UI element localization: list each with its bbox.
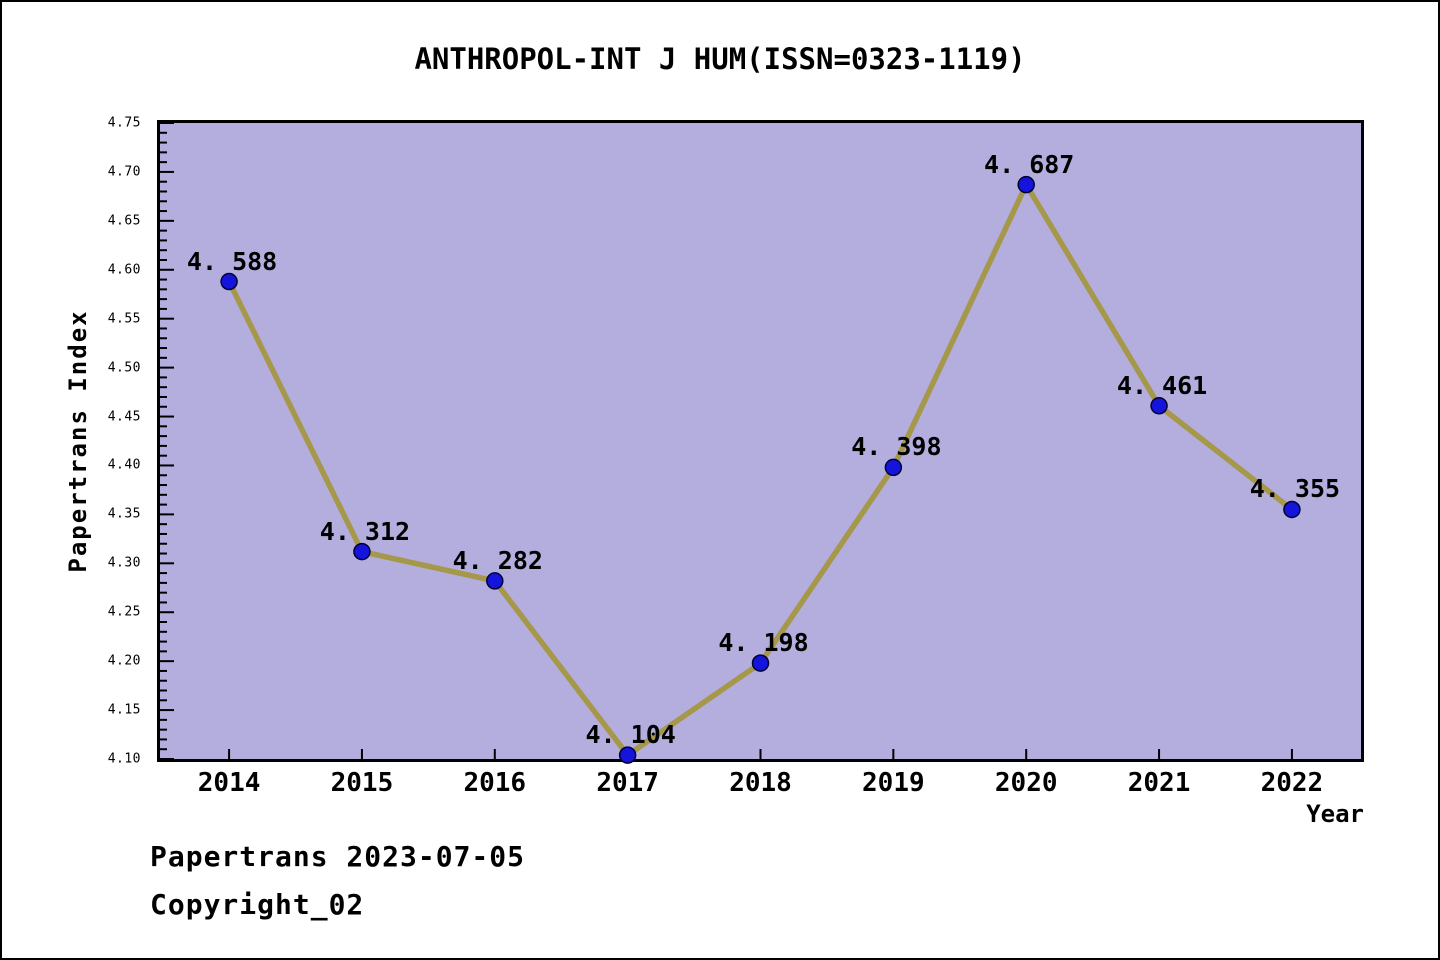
- y-tick-label: 4.45: [107, 409, 141, 425]
- y-tick-label: 4.65: [107, 213, 141, 229]
- x-tick-label: 2020: [994, 768, 1058, 798]
- data-point-label: 4. 588: [186, 246, 278, 276]
- data-point-marker: [353, 542, 371, 561]
- data-point-label: 4. 312: [319, 516, 411, 546]
- data-point-label: 4. 282: [452, 545, 543, 575]
- y-tick-label: 4.60: [107, 262, 141, 278]
- x-tick-label: 2014: [197, 768, 261, 798]
- data-point-marker: [1283, 500, 1301, 519]
- data-point-label: 4. 461: [1116, 370, 1208, 400]
- y-tick-label: 4.40: [107, 457, 141, 473]
- plot-area: 4. 588 4. 312 4. 282 4. 104 4. 198 4. 398 4. 6…: [157, 120, 1364, 764]
- y-tick-label: 4.30: [107, 555, 141, 571]
- footer-source-date: Papertrans 2023-07-05: [150, 840, 526, 873]
- data-point-label: 4. 687: [984, 149, 1075, 179]
- data-point-label: 4. 355: [1249, 474, 1341, 504]
- x-tick-label: 2015: [330, 768, 394, 798]
- footer-copyright: Copyright_02: [150, 888, 365, 921]
- y-tick-label: 4.15: [107, 702, 141, 718]
- data-point-label: 4. 398: [851, 432, 942, 462]
- y-tick-label: 4.55: [107, 311, 141, 327]
- x-tick-label: 2016: [463, 768, 527, 798]
- data-point-label: 4. 104: [585, 720, 676, 750]
- data-point-marker: [618, 746, 637, 764]
- data-point-marker: [1017, 175, 1035, 194]
- data-point-marker: [220, 272, 238, 291]
- y-tick-label: 4.20: [107, 653, 141, 669]
- y-tick-label: 4.70: [107, 164, 141, 180]
- y-tick-label: 4.10: [107, 751, 141, 767]
- x-tick-label: 2022: [1260, 768, 1324, 798]
- data-point-marker: [486, 572, 504, 590]
- x-axis-title: Year: [1306, 800, 1364, 828]
- x-tick-label: 2019: [862, 768, 925, 798]
- x-tick-label: 2021: [1127, 768, 1191, 798]
- y-tick-label: 4.25: [107, 604, 141, 620]
- x-tick-label: 2017: [596, 768, 659, 798]
- data-point-marker: [751, 654, 770, 672]
- data-point-marker: [1150, 397, 1168, 415]
- y-tick-label: 4.35: [107, 506, 141, 522]
- x-tick-label: 2018: [729, 768, 792, 798]
- y-axis-title: Papertrans Index: [64, 309, 92, 573]
- y-tick-label: 4.75: [107, 115, 141, 131]
- data-point-marker: [884, 458, 903, 477]
- data-point-label: 4. 198: [718, 628, 809, 658]
- chart-title: ANTHROPOL-INT J HUM(ISSN=0323-1119): [414, 42, 1026, 76]
- line-chart-svg: [160, 122, 1361, 764]
- point-label-layer: 4. 588 4. 312 4. 282 4. 104 4. 198 4. 398 4. 6…: [160, 123, 1361, 759]
- y-tick-label: 4.50: [107, 360, 141, 376]
